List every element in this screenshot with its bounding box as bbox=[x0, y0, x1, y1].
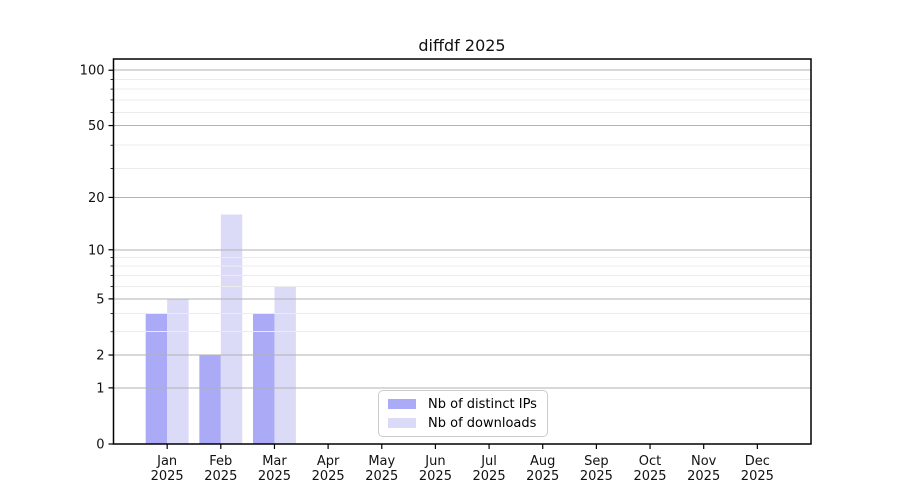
y-tick-label: 50 bbox=[88, 119, 105, 134]
x-tick-label-month: Jan bbox=[156, 454, 177, 469]
legend-swatch-downloads bbox=[388, 418, 416, 428]
y-tick-label: 2 bbox=[96, 349, 104, 364]
x-tick-label-month: Oct bbox=[639, 454, 661, 469]
legend: Nb of distinct IPs Nb of downloads bbox=[378, 390, 548, 437]
x-tick-label-year: 2025 bbox=[473, 469, 506, 484]
y-tick-label: 1 bbox=[96, 381, 104, 396]
x-tick-label-year: 2025 bbox=[580, 469, 613, 484]
bar-jan-series1 bbox=[167, 298, 189, 444]
y-tick-label: 0 bbox=[96, 438, 104, 453]
x-tick-label-month: Jul bbox=[480, 454, 497, 469]
bar-jan-series0 bbox=[145, 313, 168, 444]
x-tick-label-year: 2025 bbox=[312, 469, 345, 484]
x-tick-label-year: 2025 bbox=[365, 469, 398, 484]
x-tick-label-month: Sep bbox=[584, 454, 609, 469]
y-tick-label: 100 bbox=[80, 64, 105, 79]
x-tick-label-year: 2025 bbox=[741, 469, 774, 484]
x-tick-label-month: Apr bbox=[317, 454, 340, 469]
x-tick-label-month: May bbox=[368, 454, 395, 469]
x-tick-label-month: Nov bbox=[691, 454, 717, 469]
chart-title: diffdf 2025 bbox=[418, 36, 506, 55]
x-tick-label-month: Feb bbox=[209, 454, 232, 469]
x-tick-label-month: Jun bbox=[424, 454, 445, 469]
plot-spines bbox=[112, 58, 812, 445]
x-tick-label-year: 2025 bbox=[151, 469, 184, 484]
legend-label-downloads: Nb of downloads bbox=[428, 415, 537, 431]
legend-item-distinct-ips: Nb of distinct IPs bbox=[388, 397, 547, 412]
bar-feb-series0 bbox=[199, 355, 221, 444]
y-tick-label: 5 bbox=[96, 292, 104, 307]
bar-mar-series1 bbox=[274, 286, 296, 444]
x-tick-label-month: Dec bbox=[745, 454, 770, 469]
x-tick-label-year: 2025 bbox=[204, 469, 237, 484]
bar-mar-series0 bbox=[253, 313, 275, 444]
x-tick-label-year: 2025 bbox=[419, 469, 452, 484]
legend-swatch-distinct-ips bbox=[388, 399, 416, 409]
legend-item-downloads: Nb of downloads bbox=[388, 416, 547, 431]
x-tick-label-year: 2025 bbox=[258, 469, 291, 484]
y-tick-label: 10 bbox=[88, 243, 105, 258]
y-tick-label: 20 bbox=[88, 191, 105, 206]
x-tick-label-month: Aug bbox=[530, 454, 555, 469]
x-tick-label-year: 2025 bbox=[526, 469, 559, 484]
x-tick-label-month: Mar bbox=[262, 454, 287, 469]
x-tick-label-year: 2025 bbox=[633, 469, 666, 484]
bar-feb-series1 bbox=[220, 214, 243, 444]
x-tick-label-year: 2025 bbox=[687, 469, 720, 484]
legend-label-distinct-ips: Nb of distinct IPs bbox=[428, 396, 537, 412]
